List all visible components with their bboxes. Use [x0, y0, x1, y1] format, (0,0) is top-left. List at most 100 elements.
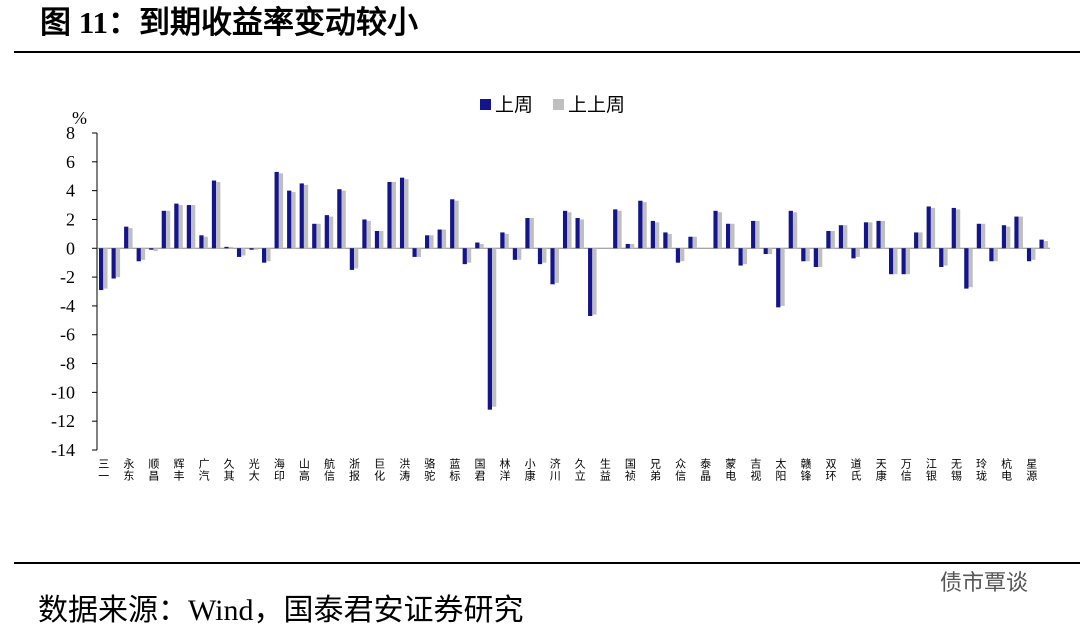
bar	[905, 248, 911, 275]
bar	[429, 235, 434, 249]
bar	[153, 248, 158, 252]
bar	[136, 248, 141, 262]
bar	[888, 248, 894, 275]
x-tick-label: 骆驼	[423, 457, 436, 482]
bar	[479, 243, 484, 249]
bar	[767, 248, 773, 255]
bar	[391, 181, 396, 249]
bar	[450, 199, 455, 249]
bar	[287, 190, 292, 249]
y-tick-label: -8	[60, 354, 75, 374]
x-tick-label: 济川	[548, 457, 561, 482]
bar	[140, 248, 146, 260]
bar	[366, 220, 371, 249]
bar	[843, 225, 848, 249]
bar	[203, 236, 208, 249]
bar	[525, 218, 530, 249]
bar	[111, 248, 116, 279]
bar	[855, 248, 860, 257]
x-tick-label: 无锡	[949, 458, 962, 482]
bar	[537, 248, 543, 265]
bar	[512, 248, 518, 260]
bar	[475, 242, 480, 249]
bar	[976, 223, 982, 249]
bar	[191, 205, 196, 249]
bar	[851, 248, 856, 259]
bar	[224, 246, 229, 249]
bar	[115, 248, 121, 278]
bar	[399, 177, 405, 249]
bar	[425, 235, 430, 249]
y-tick-label: 6	[66, 152, 75, 172]
bar	[1026, 248, 1032, 262]
x-tick-label: 泰晶	[699, 457, 712, 482]
bar	[776, 248, 781, 308]
x-tick-label: 江银	[924, 458, 937, 482]
bar	[742, 248, 748, 265]
x-tick-label: 太阳	[774, 458, 787, 482]
bar	[103, 248, 108, 289]
bar	[437, 229, 442, 249]
y-tick-label: -12	[51, 411, 75, 431]
y-tick-label: 2	[66, 209, 75, 229]
legend-swatch	[480, 99, 491, 110]
x-tick-label: 国君	[473, 458, 486, 482]
x-tick-label: 国祯	[623, 458, 636, 482]
bar	[517, 248, 522, 260]
bar	[542, 248, 547, 263]
bar	[562, 210, 568, 249]
bar	[262, 248, 267, 263]
bar	[199, 235, 204, 249]
bar	[441, 229, 447, 249]
bar	[161, 210, 166, 249]
bar	[725, 223, 731, 249]
bar	[788, 210, 793, 249]
bar	[299, 183, 304, 249]
bar	[466, 248, 472, 263]
bar	[901, 248, 906, 275]
bar	[642, 202, 647, 249]
bar	[692, 236, 697, 249]
bar	[893, 248, 898, 275]
bar	[354, 248, 359, 269]
bar	[278, 173, 284, 249]
bar	[588, 248, 593, 316]
x-tick-label: 众信	[674, 458, 687, 482]
bar	[939, 248, 944, 268]
bar	[1006, 226, 1011, 249]
x-tick-label: 久立	[573, 458, 586, 482]
bar	[416, 248, 422, 257]
bar	[625, 243, 630, 249]
bar	[617, 210, 622, 249]
bar	[1039, 239, 1044, 249]
bar	[241, 248, 246, 256]
bar	[462, 248, 467, 265]
x-tick-label: 星源	[1025, 458, 1038, 482]
bar	[567, 212, 572, 249]
bar	[1001, 225, 1007, 249]
x-tick-label: 双环	[824, 458, 837, 482]
bar	[316, 223, 321, 249]
y-tick-label: 8	[66, 123, 75, 143]
y-axis-label: %	[72, 108, 87, 128]
bar	[575, 218, 580, 249]
bar	[955, 209, 961, 249]
x-tick-label: 林洋	[498, 457, 511, 482]
bar	[1031, 248, 1036, 260]
bar	[487, 248, 492, 410]
x-tick-label: 航信	[322, 457, 335, 482]
bar	[592, 248, 597, 315]
bar	[667, 233, 672, 249]
bar	[529, 218, 534, 249]
legend-label: 上上周	[568, 94, 625, 116]
bar	[454, 200, 459, 249]
bar	[303, 184, 309, 249]
bar	[554, 248, 559, 283]
legend-swatch	[553, 99, 565, 110]
bar	[738, 248, 743, 266]
bar	[826, 230, 831, 249]
x-tick-label: 生益	[598, 457, 611, 482]
bar	[374, 230, 380, 249]
bar	[500, 232, 505, 249]
